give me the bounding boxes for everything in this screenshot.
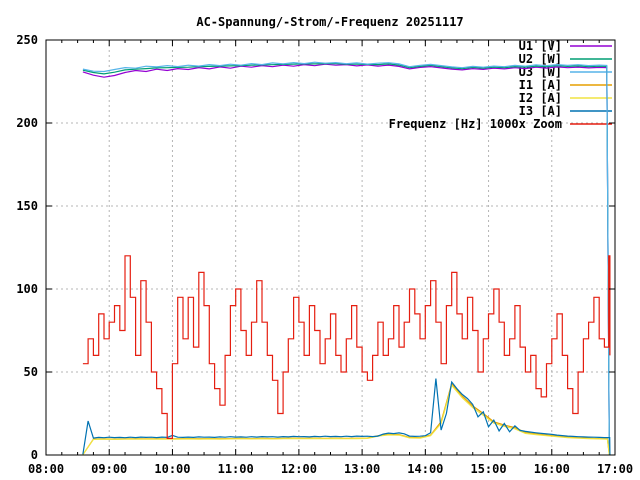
x-tick-label: 14:00 bbox=[407, 462, 443, 476]
series-line-6 bbox=[82, 378, 611, 455]
y-tick-label: 200 bbox=[16, 116, 38, 130]
legend-label: Frequenz [Hz] 1000x Zoom bbox=[389, 117, 562, 131]
axis-labels: 08:00 09:00 10:00 11:00 12:00 13:00 14:00 15:00… bbox=[16, 33, 633, 476]
series-line-1 bbox=[82, 63, 610, 452]
x-tick-label: 09:00 bbox=[91, 462, 127, 476]
x-tick-label: 10:00 bbox=[154, 462, 190, 476]
series-line-7 bbox=[82, 255, 611, 439]
legend-label: I3 [A] bbox=[519, 104, 562, 118]
legend-label: U2 [W] bbox=[519, 52, 562, 66]
axes bbox=[45, 39, 616, 456]
x-tick-label: 16:00 bbox=[534, 462, 570, 476]
legend-label: I2 [A] bbox=[519, 91, 562, 105]
x-tick-label: 15:00 bbox=[470, 462, 506, 476]
y-tick-label: 0 bbox=[31, 448, 38, 462]
y-tick-label: 250 bbox=[16, 33, 38, 47]
y-tick-label: 100 bbox=[16, 282, 38, 296]
legend-label: U1 [V] bbox=[519, 39, 562, 53]
x-tick-label: 08:00 bbox=[28, 462, 64, 476]
series-line-2 bbox=[82, 62, 610, 451]
series-line-5 bbox=[82, 384, 610, 456]
legend: U1 [V]U2 [W]U3 [W]I1 [A]I2 [A]I3 [A]Freq… bbox=[389, 39, 612, 131]
series-line-3 bbox=[82, 61, 610, 451]
y-tick-label: 150 bbox=[16, 199, 38, 213]
x-tick-label: 11:00 bbox=[218, 462, 254, 476]
y-tick-label: 50 bbox=[24, 365, 38, 379]
chart-title: AC-Spannung/-Strom/-Frequenz 20251117 bbox=[196, 15, 463, 29]
x-tick-label: 17:00 bbox=[597, 462, 633, 476]
legend-label: I1 [A] bbox=[519, 78, 562, 92]
x-tick-label: 13:00 bbox=[344, 462, 380, 476]
data-series bbox=[82, 61, 611, 456]
x-tick-label: 12:00 bbox=[281, 462, 317, 476]
